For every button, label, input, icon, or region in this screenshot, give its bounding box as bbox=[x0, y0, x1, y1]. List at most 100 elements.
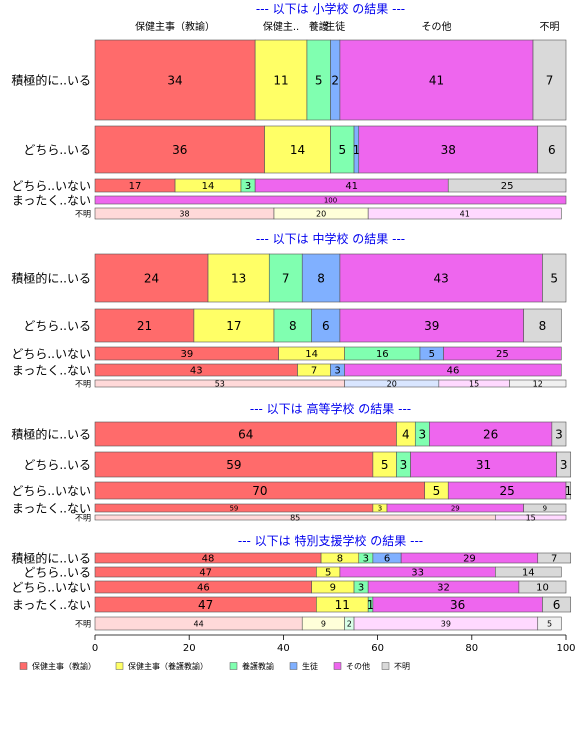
data-label-1-4-5: 12 bbox=[533, 379, 543, 388]
data-label-2-3-0: 59 bbox=[229, 505, 238, 513]
data-label-1-0-4: 43 bbox=[434, 271, 449, 285]
data-label-3-2-1: 9 bbox=[330, 583, 336, 594]
data-label-0-1-0: 36 bbox=[172, 143, 187, 157]
data-label-0-0-4: 41 bbox=[429, 73, 444, 87]
row-label-1-4: 不明 bbox=[75, 379, 91, 388]
bar-segment-0-1-4 bbox=[358, 125, 539, 174]
data-label-2-4-4: 15 bbox=[526, 513, 536, 522]
data-label-0-1-3: 1 bbox=[353, 143, 361, 157]
legend-label-1: 保健主事（養護教諭） bbox=[128, 661, 208, 671]
x-tick-label-2: 40 bbox=[277, 643, 290, 654]
bar-segment-2-0-5 bbox=[551, 421, 567, 447]
bar-segment-2-0-4 bbox=[429, 421, 553, 447]
data-label-0-0-1: 11 bbox=[273, 73, 288, 87]
data-label-0-2-0: 17 bbox=[129, 181, 142, 192]
bar-segment-1-0-5 bbox=[542, 253, 567, 303]
data-label-2-1-0: 59 bbox=[226, 458, 241, 472]
data-label-2-1-2: 3 bbox=[400, 458, 408, 472]
legend-swatch-4 bbox=[333, 662, 342, 670]
bar-segment-3-0-5 bbox=[537, 552, 572, 564]
data-label-0-0-5: 7 bbox=[546, 73, 554, 87]
data-label-2-3-5: 9 bbox=[543, 505, 547, 513]
bar-segment-0-0-5 bbox=[532, 39, 567, 121]
legend-swatch-5 bbox=[381, 662, 390, 670]
data-label-0-2-5: 25 bbox=[501, 181, 514, 192]
data-label-3-0-5: 7 bbox=[551, 554, 557, 565]
row-label-2-3: まったく..ない bbox=[12, 501, 91, 515]
data-label-2-0-5: 3 bbox=[555, 427, 563, 441]
data-label-1-0-1: 13 bbox=[231, 271, 246, 285]
data-label-2-1-1: 5 bbox=[381, 458, 389, 472]
data-label-3-3-4: 36 bbox=[450, 598, 465, 612]
data-label-1-2-0: 39 bbox=[180, 349, 193, 360]
data-label-3-0-1: 8 bbox=[337, 554, 343, 565]
data-label-3-3-1: 11 bbox=[335, 598, 350, 612]
x-tick-label-0: 0 bbox=[92, 643, 98, 654]
data-label-2-0-2: 3 bbox=[419, 427, 427, 441]
data-label-3-4-2: 2 bbox=[347, 619, 352, 628]
data-label-0-4-1: 20 bbox=[316, 209, 326, 218]
data-label-3-0-0: 48 bbox=[202, 554, 215, 565]
data-label-3-2-5: 10 bbox=[536, 583, 549, 594]
data-label-1-3-0: 43 bbox=[190, 366, 203, 377]
header-label-1: 保健主.. bbox=[263, 20, 299, 33]
data-label-3-3-0: 47 bbox=[198, 598, 213, 612]
data-label-0-1-5: 6 bbox=[548, 143, 556, 157]
x-tick-label-3: 60 bbox=[371, 643, 384, 654]
row-label-0-3: まったく..ない bbox=[12, 193, 91, 207]
data-label-2-2-0: 70 bbox=[252, 484, 267, 498]
data-label-0-3-4: 100 bbox=[324, 197, 337, 205]
data-label-3-2-0: 46 bbox=[197, 583, 210, 594]
data-label-1-0-2: 7 bbox=[282, 271, 290, 285]
data-label-3-4-1: 9 bbox=[321, 619, 326, 628]
row-label-0-2: どちら..いない bbox=[11, 179, 91, 193]
data-label-2-3-4: 29 bbox=[451, 505, 460, 513]
data-label-1-3-1: 7 bbox=[311, 366, 317, 377]
bar-segment-1-1-1 bbox=[193, 308, 275, 343]
row-label-2-0: 積極的に..いる bbox=[11, 426, 91, 441]
bar-segment-2-2-5 bbox=[565, 481, 572, 500]
row-label-0-1: どちら..いる bbox=[23, 143, 91, 157]
data-label-0-1-1: 14 bbox=[290, 143, 305, 157]
header-label-4: その他 bbox=[421, 20, 451, 33]
row-label-3-1: どちら..いる bbox=[23, 565, 91, 579]
bar-segment-0-2-5 bbox=[447, 178, 567, 193]
data-label-1-1-0: 21 bbox=[137, 319, 152, 333]
data-label-1-1-1: 17 bbox=[226, 319, 241, 333]
bar-segment-0-3-4 bbox=[94, 195, 567, 205]
data-label-3-0-2: 3 bbox=[363, 554, 369, 565]
bar-segment-0-1-1 bbox=[264, 125, 331, 174]
legend-swatch-3 bbox=[289, 662, 298, 670]
bar-segment-0-1-5 bbox=[537, 125, 567, 174]
data-label-0-4-4: 41 bbox=[460, 209, 470, 218]
data-label-0-2-4: 41 bbox=[345, 181, 358, 192]
x-tick-label-5: 100 bbox=[556, 643, 575, 654]
x-tick-label-1: 20 bbox=[183, 643, 196, 654]
bar-segment-1-1-0 bbox=[94, 308, 195, 343]
data-label-1-2-1: 14 bbox=[305, 349, 318, 360]
data-label-1-2-2: 16 bbox=[376, 349, 389, 360]
data-label-3-4-5: 5 bbox=[547, 619, 552, 628]
row-label-1-1: どちら..いる bbox=[23, 319, 91, 333]
data-label-1-4-3: 20 bbox=[387, 379, 397, 388]
row-label-2-1: どちら..いる bbox=[23, 458, 91, 472]
bar-segment-1-3-4 bbox=[344, 363, 562, 377]
data-label-1-0-0: 24 bbox=[144, 271, 159, 285]
data-label-2-0-1: 4 bbox=[402, 427, 410, 441]
row-label-0-4: 不明 bbox=[75, 209, 91, 218]
data-label-2-1-4: 31 bbox=[476, 458, 491, 472]
data-label-3-3-5: 6 bbox=[553, 598, 561, 612]
data-label-0-1-2: 5 bbox=[338, 143, 346, 157]
bar-segment-2-3-5 bbox=[523, 503, 567, 513]
legend-swatch-2 bbox=[229, 662, 238, 670]
bar-segment-3-4-5 bbox=[537, 616, 562, 631]
bar-segment-2-4-4 bbox=[495, 514, 567, 521]
panel-title-3: --- 以下は 特別支援学校 の結果 --- bbox=[238, 533, 423, 548]
bar-segment-0-0-4 bbox=[339, 39, 534, 121]
bar-segment-3-2-5 bbox=[518, 580, 567, 594]
data-label-0-0-0: 34 bbox=[167, 73, 182, 87]
header-label-0: 保健主事（教諭） bbox=[135, 20, 215, 33]
data-label-3-0-3: 6 bbox=[384, 554, 390, 565]
row-label-3-2: どちら..いない bbox=[11, 580, 91, 594]
